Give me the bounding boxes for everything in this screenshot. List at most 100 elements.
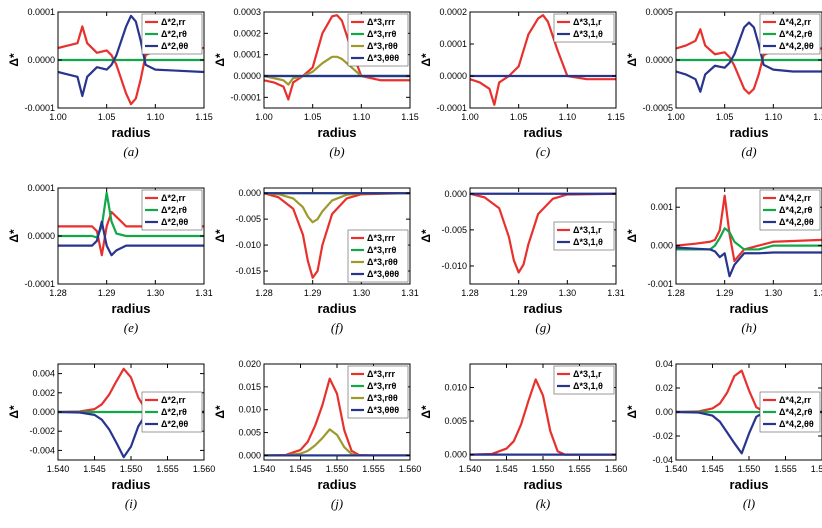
- series-line-3: [676, 21, 822, 93]
- y-tick-label: 0.0001: [439, 39, 467, 49]
- x-tick-label: 1.29: [716, 288, 734, 298]
- legend-label: Δ*4,2,rθ: [779, 407, 812, 417]
- panel-caption: (h): [741, 320, 756, 335]
- y-tick-label: -0.002: [29, 426, 55, 436]
- x-tick-label: 1.540: [459, 464, 482, 474]
- x-tick-label: 1.540: [47, 464, 70, 474]
- x-tick-label: 1.31: [813, 288, 822, 298]
- legend: Δ*3,rrr Δ*3,rrθ Δ*3,rθθ Δ*3,θθθ: [347, 365, 409, 419]
- y-tick-label: -0.0001: [230, 92, 261, 102]
- y-tick-label: -0.0001: [436, 103, 467, 113]
- series-line-1: [264, 14, 410, 101]
- chart-panel-5: 1.28 1.29 1.30 1.31 -0.0001 0.0000 0.0001 radiu…: [7, 183, 213, 335]
- y-tick-label: -0.010: [235, 240, 261, 250]
- legend-label: Δ*2,θθ: [161, 41, 188, 51]
- y-tick-label: 0.004: [32, 369, 55, 379]
- y-tick-label: 0.000: [32, 407, 55, 417]
- legend-label: Δ*2,rθ: [161, 205, 187, 215]
- legend-label: Δ*4,2,rr: [779, 17, 811, 27]
- chart-panel-7: 1.28 1.29 1.30 1.31 -0.010 -0.005 0.000 radius Δ…: [419, 187, 625, 335]
- panel-caption: (d): [741, 144, 756, 159]
- chart-panel-8: 1.28 1.29 1.30 1.31 -0.001 0.000 0.001 radius Δ*…: [625, 187, 822, 335]
- x-tick-label: 1.550: [738, 464, 761, 474]
- series-line-3: [264, 55, 410, 86]
- x-tick-label: 1.28: [667, 288, 685, 298]
- series-line-3: [264, 428, 410, 457]
- legend-label: Δ*4,2,θθ: [779, 419, 814, 429]
- x-tick-label: 1.15: [195, 112, 213, 122]
- x-axis-label: radius: [523, 477, 562, 492]
- plot-frame: [263, 187, 411, 285]
- y-axis-label: Δ*: [419, 53, 433, 67]
- y-axis-label: Δ*: [625, 405, 639, 419]
- series-line-1: [676, 194, 822, 263]
- x-tick-label: 1.10: [559, 112, 577, 122]
- x-tick-label: 1.545: [83, 464, 106, 474]
- x-tick-label: 1.545: [495, 464, 518, 474]
- series-line-3: [676, 246, 822, 278]
- x-tick-label: 1.560: [605, 464, 628, 474]
- series-line-2: [58, 191, 204, 239]
- legend-label: Δ*3,1,θ: [573, 381, 603, 391]
- y-tick-label: 0.0002: [439, 7, 467, 17]
- legend-label: Δ*3,θθθ: [367, 53, 399, 63]
- chart-panel-2: 1.00 1.05 1.10 1.15 -0.0001 0.0000 0.0001 0.000…: [213, 7, 419, 159]
- legend: Δ*4,2,rr Δ*4,2,rθ Δ*4,2,θθ: [759, 13, 821, 55]
- x-tick-label: 1.31: [195, 288, 213, 298]
- y-axis-label: Δ*: [419, 229, 433, 243]
- legend: Δ*3,rrr Δ*3,rrθ Δ*3,rθθ Δ*3,θθθ: [347, 13, 409, 67]
- plot-frame: [469, 11, 617, 109]
- panel-caption: (f): [331, 320, 343, 335]
- y-tick-label: -0.02: [652, 431, 673, 441]
- x-tick-label: 1.15: [607, 112, 625, 122]
- legend-label: Δ*3,rθθ: [367, 393, 398, 403]
- legend: Δ*2,rr Δ*2,rθ Δ*2,θθ: [141, 391, 203, 433]
- y-tick-label: -0.005: [235, 214, 261, 224]
- y-tick-label: -0.0001: [24, 103, 55, 113]
- y-tick-label: 0.015: [238, 382, 261, 392]
- chart-panel-4: 1.00 1.05 1.10 1.15 -0.0005 0.0000 0.0005 radiu…: [625, 7, 822, 159]
- y-axis-label: Δ*: [625, 53, 639, 67]
- plot-frame: [263, 11, 411, 109]
- panel-caption: (c): [536, 144, 550, 159]
- panel-caption: (b): [329, 144, 344, 159]
- y-tick-label: -0.010: [441, 261, 467, 271]
- panel-caption: (g): [535, 320, 550, 335]
- panel-caption: (j): [331, 496, 343, 511]
- x-tick-label: 1.555: [568, 464, 591, 474]
- y-tick-label: 0.002: [32, 388, 55, 398]
- x-axis-label: radius: [523, 301, 562, 316]
- legend: Δ*4,2,rr Δ*4,2,rθ Δ*4,2,θθ: [759, 391, 821, 433]
- chart-panel-10: 1.540 1.545 1.550 1.555 1.560 0.000 0.005 0.010…: [213, 359, 421, 511]
- y-tick-label: 0.0000: [27, 231, 55, 241]
- x-axis-label: radius: [111, 301, 150, 316]
- x-tick-label: 1.29: [510, 288, 528, 298]
- series-line-1: [470, 192, 616, 274]
- legend: Δ*2,rr Δ*2,rθ Δ*2,θθ: [141, 13, 203, 55]
- y-tick-label: 0.0001: [27, 7, 55, 17]
- legend-label: Δ*4,2,θθ: [779, 41, 814, 51]
- x-tick-label: 1.28: [461, 288, 479, 298]
- legend-label: Δ*3,1,θ: [573, 237, 603, 247]
- legend: Δ*3,rrr Δ*3,rrθ Δ*3,rθθ Δ*3,θθθ: [347, 229, 409, 283]
- y-tick-label: 0.00: [655, 407, 673, 417]
- x-tick-label: 1.00: [667, 112, 685, 122]
- legend-box: [553, 365, 615, 395]
- chart-panel-9: 1.540 1.545 1.550 1.555 1.560 -0.004 -0.002 0.0…: [7, 363, 215, 511]
- legend-label: Δ*4,2,rr: [779, 193, 811, 203]
- x-tick-label: 1.555: [774, 464, 797, 474]
- legend-box: [553, 13, 615, 43]
- y-tick-label: 0.0000: [645, 55, 673, 65]
- legend-label: Δ*2,rr: [161, 395, 186, 405]
- legend-label: Δ*3,θθθ: [367, 405, 399, 415]
- legend-label: Δ*3,1,r: [573, 369, 602, 379]
- legend-label: Δ*3,rθθ: [367, 41, 398, 51]
- x-tick-label: 1.00: [49, 112, 67, 122]
- legend-box: [553, 221, 615, 251]
- legend-label: Δ*4,2,rθ: [779, 29, 812, 39]
- x-axis-label: radius: [523, 125, 562, 140]
- plot-frame: [469, 187, 617, 285]
- x-tick-label: 1.31: [607, 288, 625, 298]
- x-tick-label: 1.00: [255, 112, 273, 122]
- x-tick-label: 1.00: [461, 112, 479, 122]
